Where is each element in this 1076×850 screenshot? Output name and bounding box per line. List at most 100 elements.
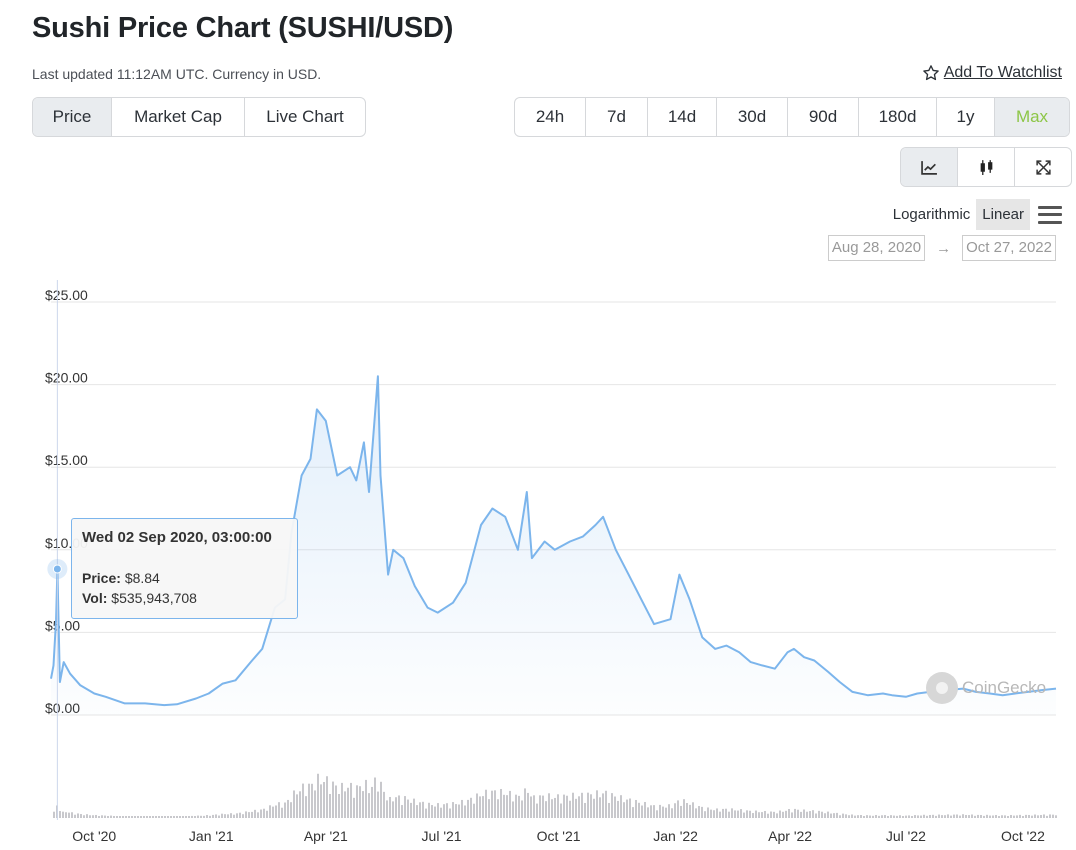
volume-bar	[113, 816, 115, 818]
date-to-input[interactable]: Oct 27, 2022	[962, 235, 1056, 261]
volume-bar	[443, 804, 445, 818]
volume-bar	[242, 814, 244, 818]
date-from-input[interactable]: Aug 28, 2020	[827, 235, 926, 261]
volume-bar	[68, 812, 70, 818]
fullscreen-icon	[1035, 159, 1051, 175]
line-chart-button[interactable]	[901, 148, 958, 186]
volume-bar	[623, 802, 625, 818]
volume-bar	[551, 799, 553, 818]
add-to-watchlist-link[interactable]: Add To Watchlist	[922, 64, 1062, 82]
range-180d[interactable]: 180d	[859, 98, 937, 136]
volume-bar	[743, 812, 745, 818]
volume-bar	[974, 815, 976, 818]
volume-bar	[1034, 814, 1036, 818]
volume-bar	[296, 794, 298, 818]
volume-bar	[422, 801, 424, 818]
volume-bar	[326, 776, 328, 818]
volume-bar	[71, 812, 73, 818]
volume-bar	[302, 783, 304, 818]
volume-bar	[185, 816, 187, 818]
volume-bar	[149, 816, 151, 818]
volume-bar	[200, 815, 202, 818]
tab-market-cap[interactable]: Market Cap	[112, 98, 245, 136]
volume-bar	[191, 815, 193, 818]
volume-bar	[404, 796, 406, 818]
volume-bar	[629, 798, 631, 818]
volume-bar	[818, 810, 820, 818]
volume-bar	[80, 814, 82, 818]
volume-bar	[812, 810, 814, 818]
coingecko-watermark: CoinGecko	[926, 672, 1046, 704]
volume-bar	[293, 790, 295, 818]
volume-bar	[656, 810, 658, 818]
volume-bar	[86, 814, 88, 818]
volume-bar	[956, 814, 958, 818]
volume-bar	[368, 793, 370, 818]
volume-bar	[1025, 814, 1027, 818]
volume-bar	[569, 800, 571, 818]
volume-bar	[215, 814, 217, 818]
volume-bar	[509, 790, 511, 818]
volume-bar	[527, 792, 529, 818]
volume-bar	[380, 781, 382, 818]
volume-bar	[410, 802, 412, 818]
volume-bar	[230, 813, 232, 818]
volume-bar	[884, 815, 886, 818]
range-14d[interactable]: 14d	[648, 98, 717, 136]
range-90d[interactable]: 90d	[788, 98, 859, 136]
volume-bar	[578, 796, 580, 818]
volume-bar	[692, 802, 694, 818]
volume-bar	[221, 813, 223, 818]
volume-bar	[104, 815, 106, 818]
range-24h[interactable]: 24h	[515, 98, 586, 136]
tab-live-chart[interactable]: Live Chart	[266, 107, 344, 126]
volume-bar	[65, 812, 67, 818]
fullscreen-button[interactable]	[1015, 148, 1071, 186]
volume-bar	[74, 814, 76, 818]
volume-bar	[788, 809, 790, 818]
chart-type-tabs: Price Market Cap Live Chart	[32, 97, 366, 137]
volume-bar	[707, 807, 709, 818]
tab-price[interactable]: Price	[33, 98, 112, 136]
volume-bar	[668, 804, 670, 818]
volume-bar	[338, 794, 340, 818]
volume-bar	[278, 802, 280, 818]
range-max[interactable]: Max	[995, 98, 1069, 136]
x-tick-label: Apr '21	[304, 828, 348, 844]
volume-bar	[719, 811, 721, 818]
volume-bar	[458, 804, 460, 818]
volume-bar	[857, 815, 859, 818]
scale-linear[interactable]: Linear	[976, 199, 1030, 230]
volume-bar	[653, 805, 655, 818]
volume-bar	[827, 811, 829, 818]
volume-bar	[776, 813, 778, 818]
volume-bar	[542, 795, 544, 818]
volume-bar	[851, 814, 853, 818]
chart-menu-icon[interactable]	[1038, 205, 1062, 224]
candlestick-button[interactable]	[958, 148, 1015, 186]
volume-bar	[581, 792, 583, 818]
volume-bar	[515, 794, 517, 818]
volume-bar	[842, 813, 844, 818]
volume-bar	[614, 796, 616, 818]
volume-bar	[995, 815, 997, 818]
volume-bar	[773, 811, 775, 818]
volume-bar	[830, 813, 832, 818]
volume-bar	[608, 802, 610, 818]
volume-bar	[353, 797, 355, 818]
volume-bar	[530, 796, 532, 818]
volume-bar	[233, 814, 235, 818]
volume-bar	[173, 816, 175, 818]
volume-bar	[605, 790, 607, 818]
range-1y[interactable]: 1y	[937, 98, 995, 136]
volume-bar	[968, 815, 970, 818]
volume-bar	[1040, 814, 1042, 818]
range-7d[interactable]: 7d	[586, 98, 648, 136]
x-tick-label: Oct '20	[72, 828, 116, 844]
volume-bar	[401, 805, 403, 818]
volume-bar	[467, 799, 469, 818]
scale-logarithmic[interactable]: Logarithmic	[892, 206, 971, 223]
volume-bar	[92, 815, 94, 818]
range-30d[interactable]: 30d	[717, 98, 788, 136]
